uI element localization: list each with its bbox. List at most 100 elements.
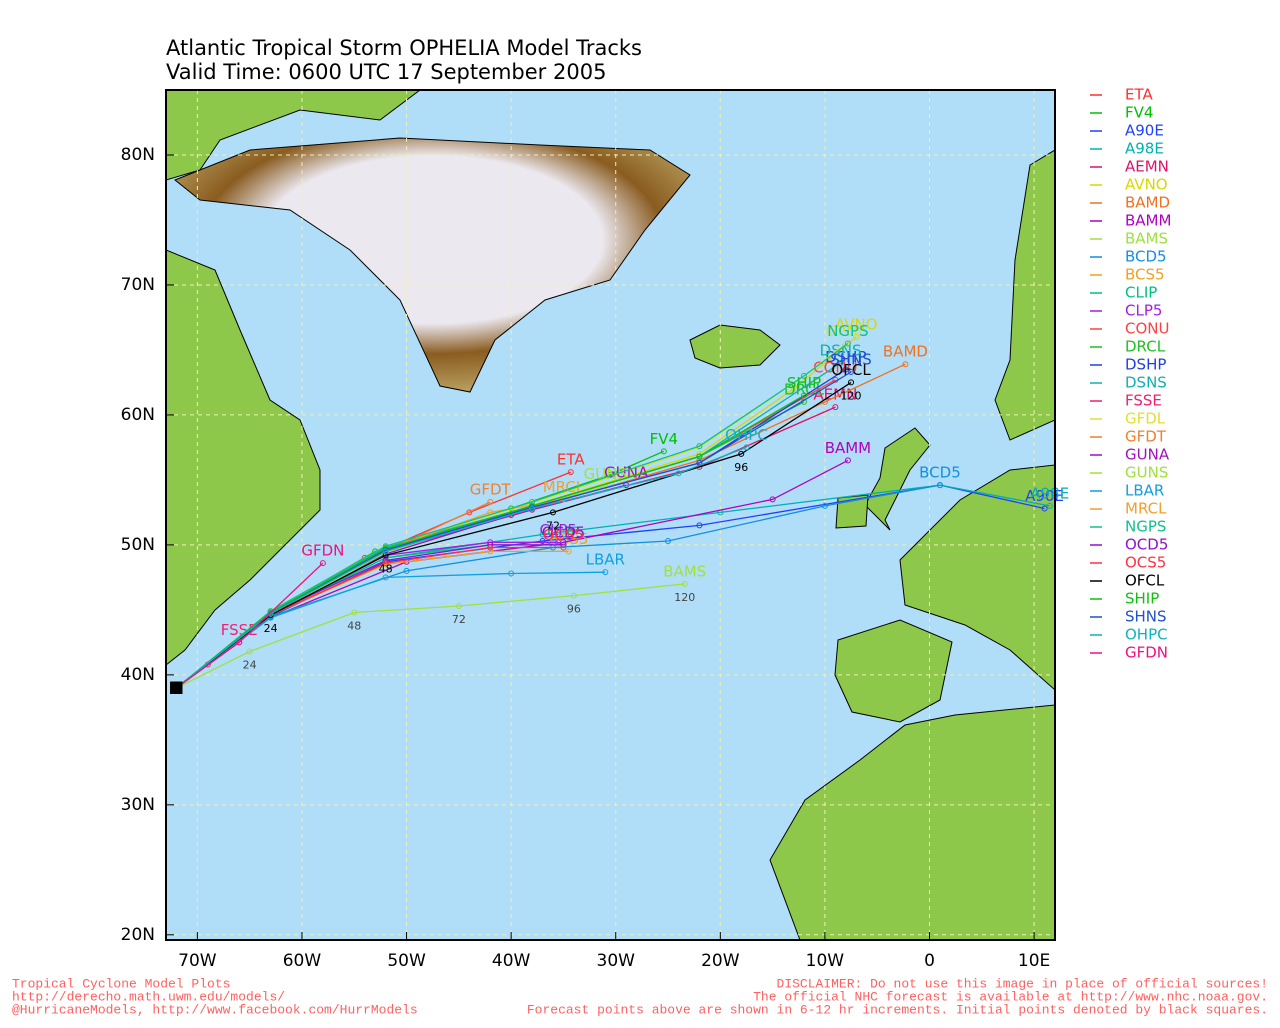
track-label: GUNS	[584, 465, 627, 483]
y-tick-label: 30N	[121, 795, 155, 815]
track-label: SHIP	[787, 374, 821, 392]
legend-label: BCS5	[1125, 266, 1165, 284]
forecast-point	[769, 496, 776, 503]
forecast-point	[853, 333, 860, 340]
hour-label: 48	[379, 562, 393, 575]
forecast-point	[902, 361, 909, 368]
track-label: SHNS	[830, 351, 872, 369]
subtitle: Valid Time: 0600 UTC 17 September 2005	[166, 60, 606, 84]
forecast-point	[848, 369, 855, 376]
track-label: BCS5	[549, 530, 589, 548]
x-tick-label: 10W	[806, 951, 845, 971]
legend-label: LBAR	[1125, 482, 1164, 500]
x-tick-label: 10E	[1018, 951, 1050, 971]
track-line	[176, 446, 747, 689]
legend-label: SHNS	[1125, 608, 1167, 626]
iceland	[689, 324, 781, 369]
forecast-point	[560, 544, 567, 551]
frame	[165, 89, 1056, 941]
legend-label: DSHP	[1125, 356, 1166, 374]
x-tick-label: 50W	[387, 951, 426, 971]
forecast-point	[487, 548, 494, 555]
track-label: CLP5	[539, 521, 576, 539]
forecast-point	[837, 359, 844, 366]
y-tick-label: 50N	[121, 535, 155, 555]
forecast-point	[487, 544, 494, 551]
legend-label: OCD5	[1125, 536, 1168, 554]
hour-label: 120	[841, 389, 862, 402]
europe	[899, 464, 1055, 691]
forecast-point	[382, 548, 389, 555]
iberia	[834, 619, 953, 723]
legend-label: GFDL	[1125, 410, 1166, 428]
forecast-point	[529, 505, 536, 512]
legend-label: GUNA	[1125, 446, 1170, 464]
legend-label: AEMN	[1125, 158, 1169, 176]
forecast-point	[800, 392, 807, 399]
legend-label: MRCL	[1125, 500, 1167, 518]
forecast-point	[660, 448, 667, 455]
x-tick-label: 0	[924, 951, 935, 971]
track-label: GFDL	[826, 322, 867, 340]
forecast-point	[567, 469, 574, 476]
y-tick-label: 80N	[121, 145, 155, 165]
hour-label: 24	[243, 658, 257, 671]
forecast-point	[844, 457, 851, 464]
x-tick-label: 40W	[492, 951, 531, 971]
y-tick-label: 70N	[121, 275, 155, 295]
legend-label: BAMD	[1125, 194, 1170, 212]
legend-label: FSSE	[1125, 392, 1162, 410]
title: Atlantic Tropical Storm OPHELIA Model Tr…	[166, 36, 642, 60]
footer-left: http://derecho.math.uwm.edu/models/	[12, 989, 285, 1004]
forecast-point	[382, 560, 389, 567]
land	[166, 90, 1055, 940]
legend-label: BCD5	[1125, 248, 1167, 266]
track-label: BAMM	[825, 439, 871, 457]
forecast-point	[403, 567, 410, 574]
forecast-point	[319, 560, 326, 567]
forecast-point	[821, 502, 828, 509]
track-line	[176, 583, 685, 689]
x-tick-label: 60W	[283, 951, 322, 971]
forecast-point	[1046, 502, 1053, 509]
hour-label: 72	[546, 519, 560, 532]
legend-label: GFDN	[1125, 644, 1168, 662]
hour-label: 24	[264, 622, 278, 635]
forecast-point	[1041, 505, 1048, 512]
track-label: ETA	[557, 451, 585, 469]
legend-label: SHIP	[1125, 590, 1159, 608]
x-tick-label: 20W	[701, 951, 740, 971]
track-label: OHPC	[725, 426, 768, 444]
legend-label: GUNS	[1125, 464, 1168, 482]
forecast-point	[696, 443, 703, 450]
track-label: OCS5	[543, 526, 584, 544]
forecast-point	[832, 404, 839, 411]
forecast-point	[539, 531, 546, 538]
hour-label: 48	[347, 619, 361, 632]
forecast-point	[842, 340, 849, 347]
legend-label: CLP5	[1125, 302, 1162, 320]
forecast-point	[246, 648, 253, 655]
track-label: OCD5	[542, 523, 585, 541]
forecast-point	[382, 574, 389, 581]
north-america	[166, 249, 321, 666]
footer-left: @HurricaneModels, http://www.facebook.co…	[12, 1002, 418, 1017]
footer-left: Tropical Cyclone Model Plots	[12, 976, 230, 991]
track-label: GFDN	[301, 542, 344, 560]
greenland	[174, 137, 691, 393]
legend-label: CLIP	[1125, 284, 1157, 302]
scandinavia	[994, 149, 1055, 441]
africa	[769, 704, 1055, 940]
track-label: NGPS	[827, 322, 868, 340]
forecast-point	[681, 580, 688, 587]
initial-point	[170, 681, 183, 694]
track-line	[176, 571, 606, 689]
hour-label: 120	[674, 591, 695, 604]
forecast-point	[675, 470, 682, 477]
track-label: A98E	[1030, 484, 1069, 502]
legend-label: A98E	[1125, 140, 1164, 158]
footer-right: Forecast points above are shown in 6-12 …	[527, 1002, 1268, 1017]
legend-label: OHPC	[1125, 626, 1168, 644]
legend-label: GFDT	[1125, 428, 1167, 446]
